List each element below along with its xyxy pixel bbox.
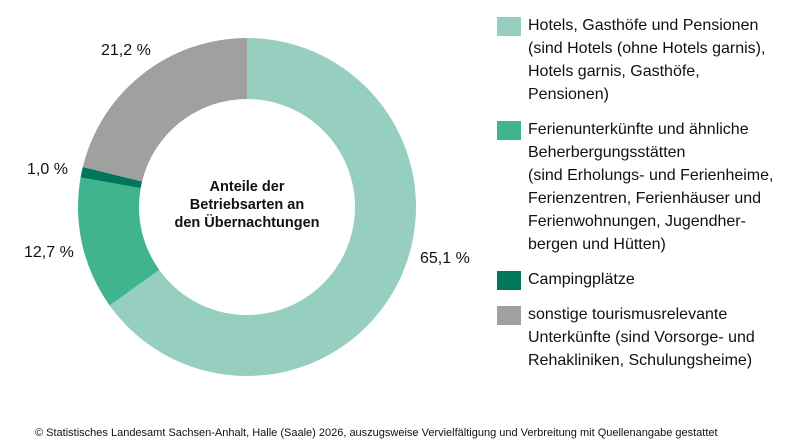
chart-title-line: den Übernachtungen <box>174 215 320 231</box>
legend-label-line: Hotels, Gasthöfe und Pensionen <box>528 17 759 34</box>
legend-label-line: (sind Hotels (ohne Hotels garnis), <box>528 40 766 57</box>
donut-slice-1 <box>78 177 160 306</box>
legend-swatch <box>497 271 521 290</box>
legend-label-line: sonstige tourismusrelevante <box>528 306 728 323</box>
legend-label-line: Ferienzentren, Ferienhäuser und <box>528 190 762 207</box>
donut-slice-2 <box>80 167 143 189</box>
legend-item: sonstige tourismusrelevante Unterkünfte (… <box>497 303 797 372</box>
chart-title-line: Betriebsarten an <box>189 197 305 213</box>
chart-title: Anteile der Betriebsarten an den Übernac… <box>147 178 347 232</box>
legend-label-line: Ferienwohnungen, Jugendher- <box>528 213 746 230</box>
legend-item: Hotels, Gasthöfe und Pensionen (sind Hote… <box>497 14 797 106</box>
legend-label-line: Beherbergungsstätten <box>528 144 686 161</box>
legend-label-line: Pensionen) <box>528 86 609 103</box>
data-label-camping: 1,0 % <box>27 161 68 178</box>
legend-swatch <box>497 306 521 325</box>
legend-label-line: Hotels garnis, Gasthöfe, <box>528 63 700 80</box>
legend-item: Campingplätze <box>497 268 797 291</box>
donut-slice-3 <box>82 38 247 182</box>
copyright-footer: © Statistisches Landesamt Sachsen-Anhalt… <box>35 427 718 439</box>
data-label-hotels: 65,1 % <box>420 250 470 267</box>
legend-label-line: Campingplätze <box>528 271 635 288</box>
data-label-ferienunterkuenfte: 12,7 % <box>24 244 74 261</box>
chart-title-line: Anteile der <box>209 179 285 195</box>
donut-chart <box>78 38 416 376</box>
legend-label-line: Rehakliniken, Schulungsheime) <box>528 352 753 369</box>
legend-label-line: (sind Erholungs- und Ferienheime, <box>528 167 774 184</box>
donut-slice-0 <box>109 38 416 376</box>
legend-label-line: Unterkünfte (sind Vorsorge- und <box>528 329 755 346</box>
legend-swatch <box>497 17 521 36</box>
legend-swatch <box>497 121 521 140</box>
legend-label-line: bergen und Hütten) <box>528 236 666 253</box>
legend-item: Ferienunterkünfte und ähnliche Beherbergu… <box>497 118 797 256</box>
legend-label-line: Ferienunterkünfte und ähnliche <box>528 121 749 138</box>
data-label-sonstige: 21,2 % <box>101 42 151 59</box>
legend: Hotels, Gasthöfe und Pensionen (sind Hote… <box>497 14 797 384</box>
